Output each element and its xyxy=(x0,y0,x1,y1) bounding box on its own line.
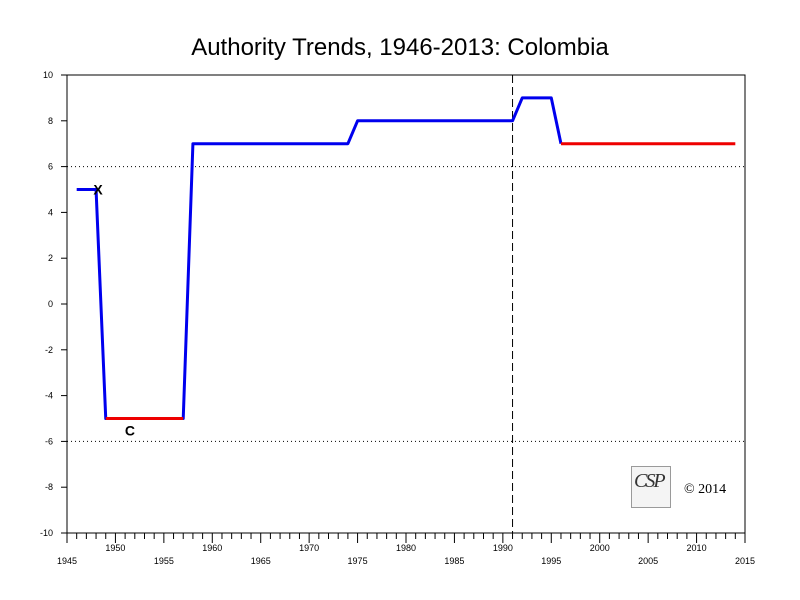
x-tick-label: 1990 xyxy=(493,543,513,553)
x-tick-label: 1985 xyxy=(444,556,464,566)
y-tick-label: -8 xyxy=(45,482,53,492)
y-tick-label: -10 xyxy=(40,528,53,538)
x-tick-label: 1950 xyxy=(105,543,125,553)
y-tick-label: 6 xyxy=(48,162,53,172)
x-tick-label: 1970 xyxy=(299,543,319,553)
x-tick-label: 1980 xyxy=(396,543,416,553)
y-tick-label: -2 xyxy=(45,345,53,355)
y-tick-label: -6 xyxy=(45,436,53,446)
y-tick-label: 10 xyxy=(43,70,53,80)
x-tick-label: 1965 xyxy=(251,556,271,566)
x-tick-label: 1955 xyxy=(154,556,174,566)
x-tick-label: 2000 xyxy=(590,543,610,553)
annotation-x: X xyxy=(93,182,103,198)
y-tick-label: 0 xyxy=(48,299,53,309)
chart-title: Authority Trends, 1946-2013: Colombia xyxy=(191,34,609,61)
y-tick-label: 8 xyxy=(48,116,53,126)
x-tick-label: 1975 xyxy=(348,556,368,566)
x-tick-label: 1945 xyxy=(57,556,77,566)
x-tick-label: 1995 xyxy=(541,556,561,566)
series-line-blue xyxy=(76,96,563,420)
copyright-notice: © 2014 xyxy=(684,482,727,497)
y-tick-label: -4 xyxy=(45,391,53,401)
x-tick-label: 1960 xyxy=(202,543,222,553)
y-tick-label: 2 xyxy=(48,253,53,263)
x-tick-label: 2010 xyxy=(687,543,707,553)
y-tick-label: 4 xyxy=(48,207,53,217)
x-tick-label: 2005 xyxy=(638,556,658,566)
x-tick-label: 2015 xyxy=(735,556,755,566)
logo-text: CSP xyxy=(634,470,666,492)
csp-logo: CSP xyxy=(631,466,671,508)
annotation-c: C xyxy=(125,423,135,439)
